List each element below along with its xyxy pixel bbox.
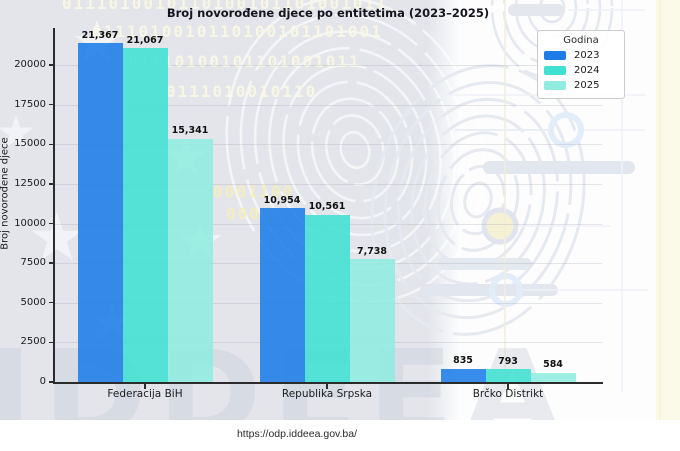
chart-image: ★★★★★★ 011101001011010010110100101101110… bbox=[0, 0, 680, 420]
legend-swatch-2024 bbox=[544, 66, 566, 75]
y-tick-label: 20000 bbox=[14, 59, 46, 70]
legend-swatch-2025 bbox=[544, 81, 566, 90]
y-tick-mark bbox=[49, 64, 54, 66]
gridline bbox=[54, 183, 602, 185]
x-tick-mark bbox=[326, 383, 328, 389]
bar-value-label: 15,341 bbox=[171, 125, 209, 137]
y-tick-label: 2500 bbox=[20, 336, 46, 348]
star-icon: ★ bbox=[0, 105, 37, 159]
bar-value-label: 793 bbox=[498, 355, 518, 367]
y-tick-mark bbox=[49, 183, 54, 185]
legend-entry-2024: 2024 bbox=[544, 63, 618, 78]
bar-2023-br-ko-distrikt bbox=[440, 368, 486, 382]
gridline bbox=[54, 65, 602, 66]
y-tick-mark bbox=[49, 341, 54, 344]
bar-value-label: 835 bbox=[453, 355, 473, 367]
y-tick-label: 12500 bbox=[14, 177, 46, 189]
star-icon: ★ bbox=[27, 199, 87, 276]
fingerprint-icon bbox=[225, 0, 485, 304]
bar-2025-republika-srpska bbox=[349, 259, 395, 382]
bar-2023-federacija-bih bbox=[77, 43, 123, 382]
y-tick-label: 7500 bbox=[20, 257, 46, 269]
legend-label: 2024 bbox=[574, 65, 600, 76]
x-axis-label-republika-srpska: Republika Srpska bbox=[281, 388, 373, 400]
binary-watermark-row: 0001100 bbox=[213, 182, 295, 201]
y-tick-label: 5000 bbox=[20, 296, 46, 308]
gridline bbox=[54, 104, 602, 106]
chart-title: Broj novorođene djece po entitetima (202… bbox=[166, 6, 490, 20]
y-tick-label: 0 bbox=[39, 376, 46, 387]
x-axis-label-br-ko-distrikt: Brčko Distrikt bbox=[472, 388, 544, 400]
legend-label: 2025 bbox=[574, 80, 600, 91]
binary-watermark-row: 0111010010110 bbox=[166, 82, 318, 101]
watermark-graphics bbox=[225, 0, 661, 420]
source-url: https://odp.iddeea.gov.ba/ bbox=[236, 428, 358, 440]
bar-2023-republika-srpska bbox=[259, 208, 305, 382]
plot-area: 21,367 10,954 835 21,067 10,561 793 15,341 7,73… bbox=[14, 28, 603, 400]
footer: https://odp.iddeea.gov.ba/ bbox=[0, 420, 680, 451]
y-tick-mark bbox=[49, 103, 54, 106]
legend-swatch-2023 bbox=[544, 51, 566, 60]
y-tick-mark bbox=[49, 262, 54, 264]
binary-watermark-row: 01110100101101001011 bbox=[128, 52, 361, 71]
bar-2024-federacija-bih bbox=[122, 48, 168, 382]
bar-2025-br-ko-distrikt bbox=[530, 372, 576, 382]
x-axis-label-federacija-bih: Federacija BiH bbox=[107, 388, 183, 400]
legend-label: 2023 bbox=[574, 50, 600, 61]
binary-watermark-row: 0111010010110100101101001 bbox=[92, 22, 383, 41]
y-axis-title: Broj novorođene djece bbox=[0, 137, 11, 250]
y-axis-line bbox=[53, 28, 55, 383]
bar-value-label: 10,561 bbox=[308, 201, 346, 213]
legend: Godina 2023 2024 2025 bbox=[537, 30, 625, 99]
bar-2025-federacija-bih bbox=[167, 138, 213, 382]
legend-entry-2023: 2023 bbox=[544, 48, 618, 63]
y-tick-mark bbox=[49, 222, 54, 225]
bar-value-label: 21,367 bbox=[81, 29, 119, 41]
y-tick-label: 10000 bbox=[14, 217, 46, 229]
y-tick-mark bbox=[49, 143, 54, 145]
bar-value-label: 584 bbox=[543, 359, 563, 371]
bar-value-label: 21,067 bbox=[126, 34, 164, 46]
y-tick-mark bbox=[49, 381, 54, 383]
bar-2024-republika-srpska bbox=[304, 214, 350, 382]
x-tick-mark bbox=[144, 383, 146, 389]
bar-2024-br-ko-distrikt bbox=[485, 369, 531, 382]
x-axis-line bbox=[53, 382, 603, 384]
binary-watermark-row: 0111010010110100101101001011 bbox=[62, 0, 388, 13]
y-tick-label: 17500 bbox=[14, 98, 46, 110]
y-tick-mark bbox=[49, 302, 54, 304]
legend-entry-2025: 2025 bbox=[544, 78, 618, 93]
y-tick-label: 15000 bbox=[14, 138, 46, 150]
x-tick-mark bbox=[507, 383, 509, 389]
bar-value-label: 10,954 bbox=[263, 194, 301, 206]
legend-title: Godina bbox=[563, 35, 599, 46]
gridline bbox=[54, 144, 602, 146]
bar-value-label: 7,738 bbox=[356, 245, 388, 257]
